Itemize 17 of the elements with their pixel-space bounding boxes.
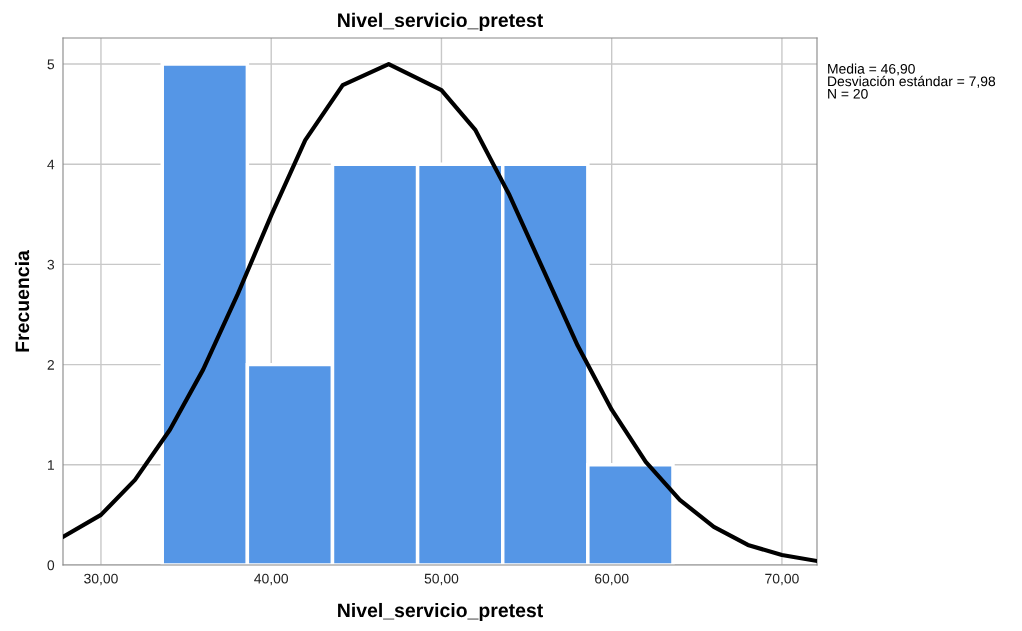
x-axis-title: Nivel_servicio_pretest: [338, 602, 543, 622]
x-tick-label: 30,00: [84, 573, 118, 586]
x-tick-label: 40,00: [254, 573, 289, 586]
y-tick-label: 2: [47, 359, 54, 370]
x-tick-label: 70,00: [765, 573, 799, 586]
text: N = 20: [828, 88, 868, 99]
x-tick-label: 60,00: [595, 573, 629, 586]
y-axis-title: Frecuencia: [14, 250, 30, 352]
y-tick-label: 5: [47, 59, 55, 70]
y-tick-label: 3: [47, 259, 55, 270]
y-tick-label: 1: [48, 460, 54, 470]
y-tick-label: 4: [47, 159, 55, 170]
text: Desviación estándar = 7,98: [828, 75, 996, 88]
y-tick-label: 0: [47, 560, 55, 571]
text: Media = 46,90: [828, 63, 915, 76]
x-tick-label: 50,00: [424, 573, 459, 586]
chart-title: Nivel_servicio_pretest: [338, 12, 543, 31]
